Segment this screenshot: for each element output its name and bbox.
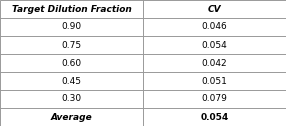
Text: 0.046: 0.046 [202, 23, 227, 32]
Text: 0.45: 0.45 [61, 76, 82, 86]
Text: 0.60: 0.60 [61, 58, 82, 68]
Text: CV: CV [208, 5, 221, 13]
Text: 0.079: 0.079 [202, 94, 227, 103]
Text: Average: Average [51, 113, 92, 121]
Text: Target Dilution Fraction: Target Dilution Fraction [12, 5, 131, 13]
Text: 0.30: 0.30 [61, 94, 82, 103]
Text: 0.054: 0.054 [202, 40, 227, 50]
Text: 0.051: 0.051 [202, 76, 227, 86]
Text: 0.90: 0.90 [61, 23, 82, 32]
Text: 0.75: 0.75 [61, 40, 82, 50]
Text: 0.042: 0.042 [202, 58, 227, 68]
Text: 0.054: 0.054 [200, 113, 229, 121]
